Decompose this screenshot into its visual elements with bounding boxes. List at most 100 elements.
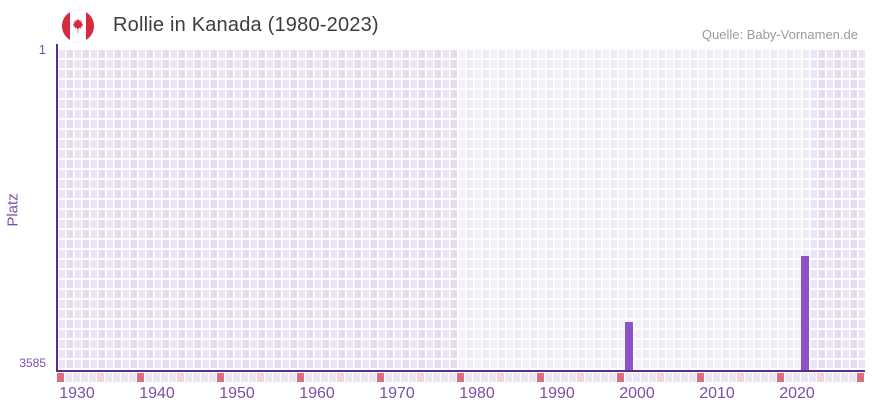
timeline-cell-1980 xyxy=(473,373,480,382)
timeline-cell-1952 xyxy=(249,373,256,382)
timeline-cell-1951 xyxy=(241,373,248,382)
maple-leaf-icon xyxy=(72,18,84,33)
timeline-cell-1995 xyxy=(593,373,600,382)
timeline-cell-1931 xyxy=(81,373,88,382)
timeline-cell-1962 xyxy=(329,373,336,382)
flag-white-band xyxy=(70,10,86,42)
x-tick-1970: 1970 xyxy=(379,385,415,402)
timeline-cell-2024 xyxy=(825,373,832,382)
timeline-cell-2008 xyxy=(697,373,704,382)
timeline-cell-1930 xyxy=(73,373,80,382)
timeline-cell-1992 xyxy=(569,373,576,382)
x-tick-2020: 2020 xyxy=(779,385,815,402)
timeline-cell-2012 xyxy=(729,373,736,382)
timeline-cell-1967 xyxy=(369,373,376,382)
timeline-cell-1944 xyxy=(185,373,192,382)
timeline-strip xyxy=(57,373,865,382)
timeline-cell-1978 xyxy=(457,373,464,382)
timeline-cell-1940 xyxy=(153,373,160,382)
timeline-cell-1966 xyxy=(361,373,368,382)
timeline-cell-1945 xyxy=(193,373,200,382)
timeline-cell-1939 xyxy=(145,373,152,382)
timeline-cell-1938 xyxy=(137,373,144,382)
timeline-cell-1989 xyxy=(545,373,552,382)
timeline-cell-1982 xyxy=(489,373,496,382)
timeline-cell-2007 xyxy=(689,373,696,382)
timeline-cell-1994 xyxy=(585,373,592,382)
timeline-cell-2021 xyxy=(801,373,808,382)
timeline-cell-1954 xyxy=(265,373,272,382)
timeline-cell-1977 xyxy=(449,373,456,382)
timeline-cell-1929 xyxy=(65,373,72,382)
timeline-cell-1986 xyxy=(521,373,528,382)
timeline-cell-1981 xyxy=(481,373,488,382)
timeline-cell-1941 xyxy=(161,373,168,382)
bar-2021[interactable] xyxy=(801,256,809,370)
timeline-cell-2000 xyxy=(633,373,640,382)
timeline-cell-1942 xyxy=(169,373,176,382)
timeline-cell-1999 xyxy=(625,373,632,382)
timeline-cell-1974 xyxy=(425,373,432,382)
timeline-cell-1960 xyxy=(313,373,320,382)
timeline-cell-1958 xyxy=(297,373,304,382)
timeline-cell-2013 xyxy=(737,373,744,382)
timeline-cell-1970 xyxy=(393,373,400,382)
flag-red-band-right xyxy=(86,10,94,42)
x-tick-1950: 1950 xyxy=(219,385,255,402)
timeline-cell-1950 xyxy=(233,373,240,382)
timeline-cell-1993 xyxy=(577,373,584,382)
timeline-cell-1946 xyxy=(201,373,208,382)
x-tick-1960: 1960 xyxy=(299,385,335,402)
timeline-cell-2004 xyxy=(665,373,672,382)
timeline-cell-1969 xyxy=(385,373,392,382)
timeline-cell-2017 xyxy=(769,373,776,382)
x-tick-2010: 2010 xyxy=(699,385,735,402)
highlight-band xyxy=(457,50,809,370)
timeline-cell-1955 xyxy=(273,373,280,382)
timeline-cell-1943 xyxy=(177,373,184,382)
timeline-cell-1996 xyxy=(601,373,608,382)
timeline-cell-1988 xyxy=(537,373,544,382)
y-axis-label: Platz xyxy=(4,193,22,227)
timeline-cell-2019 xyxy=(785,373,792,382)
timeline-cell-2023 xyxy=(817,373,824,382)
timeline-cell-1934 xyxy=(105,373,112,382)
timeline-cell-2025 xyxy=(833,373,840,382)
timeline-cell-1979 xyxy=(465,373,472,382)
timeline-cell-2001 xyxy=(641,373,648,382)
timeline-cell-1933 xyxy=(97,373,104,382)
timeline-cell-1975 xyxy=(433,373,440,382)
timeline-cell-2010 xyxy=(713,373,720,382)
plot-area xyxy=(57,50,865,370)
timeline-cell-2026 xyxy=(841,373,848,382)
chart-title: Rollie in Kanada (1980-2023) xyxy=(113,14,379,36)
timeline-cell-2005 xyxy=(673,373,680,382)
timeline-cell-1990 xyxy=(553,373,560,382)
source-credit-link[interactable]: Quelle: Baby-Vornamen.de xyxy=(701,27,858,42)
timeline-cell-1935 xyxy=(113,373,120,382)
x-tick-2000: 2000 xyxy=(619,385,655,402)
timeline-cell-1957 xyxy=(289,373,296,382)
timeline-cell-1976 xyxy=(441,373,448,382)
bar-1999[interactable] xyxy=(625,322,633,370)
timeline-cell-1964 xyxy=(345,373,352,382)
timeline-cell-2003 xyxy=(657,373,664,382)
timeline-cell-1998 xyxy=(617,373,624,382)
timeline-cell-1947 xyxy=(209,373,216,382)
timeline-cell-1973 xyxy=(417,373,424,382)
timeline-cell-1984 xyxy=(505,373,512,382)
timeline-cell-2028 xyxy=(857,373,864,382)
timeline-cell-2022 xyxy=(809,373,816,382)
timeline-cell-1959 xyxy=(305,373,312,382)
timeline-cell-2011 xyxy=(721,373,728,382)
timeline-cell-1953 xyxy=(257,373,264,382)
timeline-cell-1932 xyxy=(89,373,96,382)
timeline-cell-2014 xyxy=(745,373,752,382)
timeline-cell-2006 xyxy=(681,373,688,382)
timeline-cell-1949 xyxy=(225,373,232,382)
x-tick-1990: 1990 xyxy=(539,385,575,402)
timeline-cell-2002 xyxy=(649,373,656,382)
flag-red-band-left xyxy=(62,10,70,42)
x-axis-line xyxy=(56,370,865,372)
